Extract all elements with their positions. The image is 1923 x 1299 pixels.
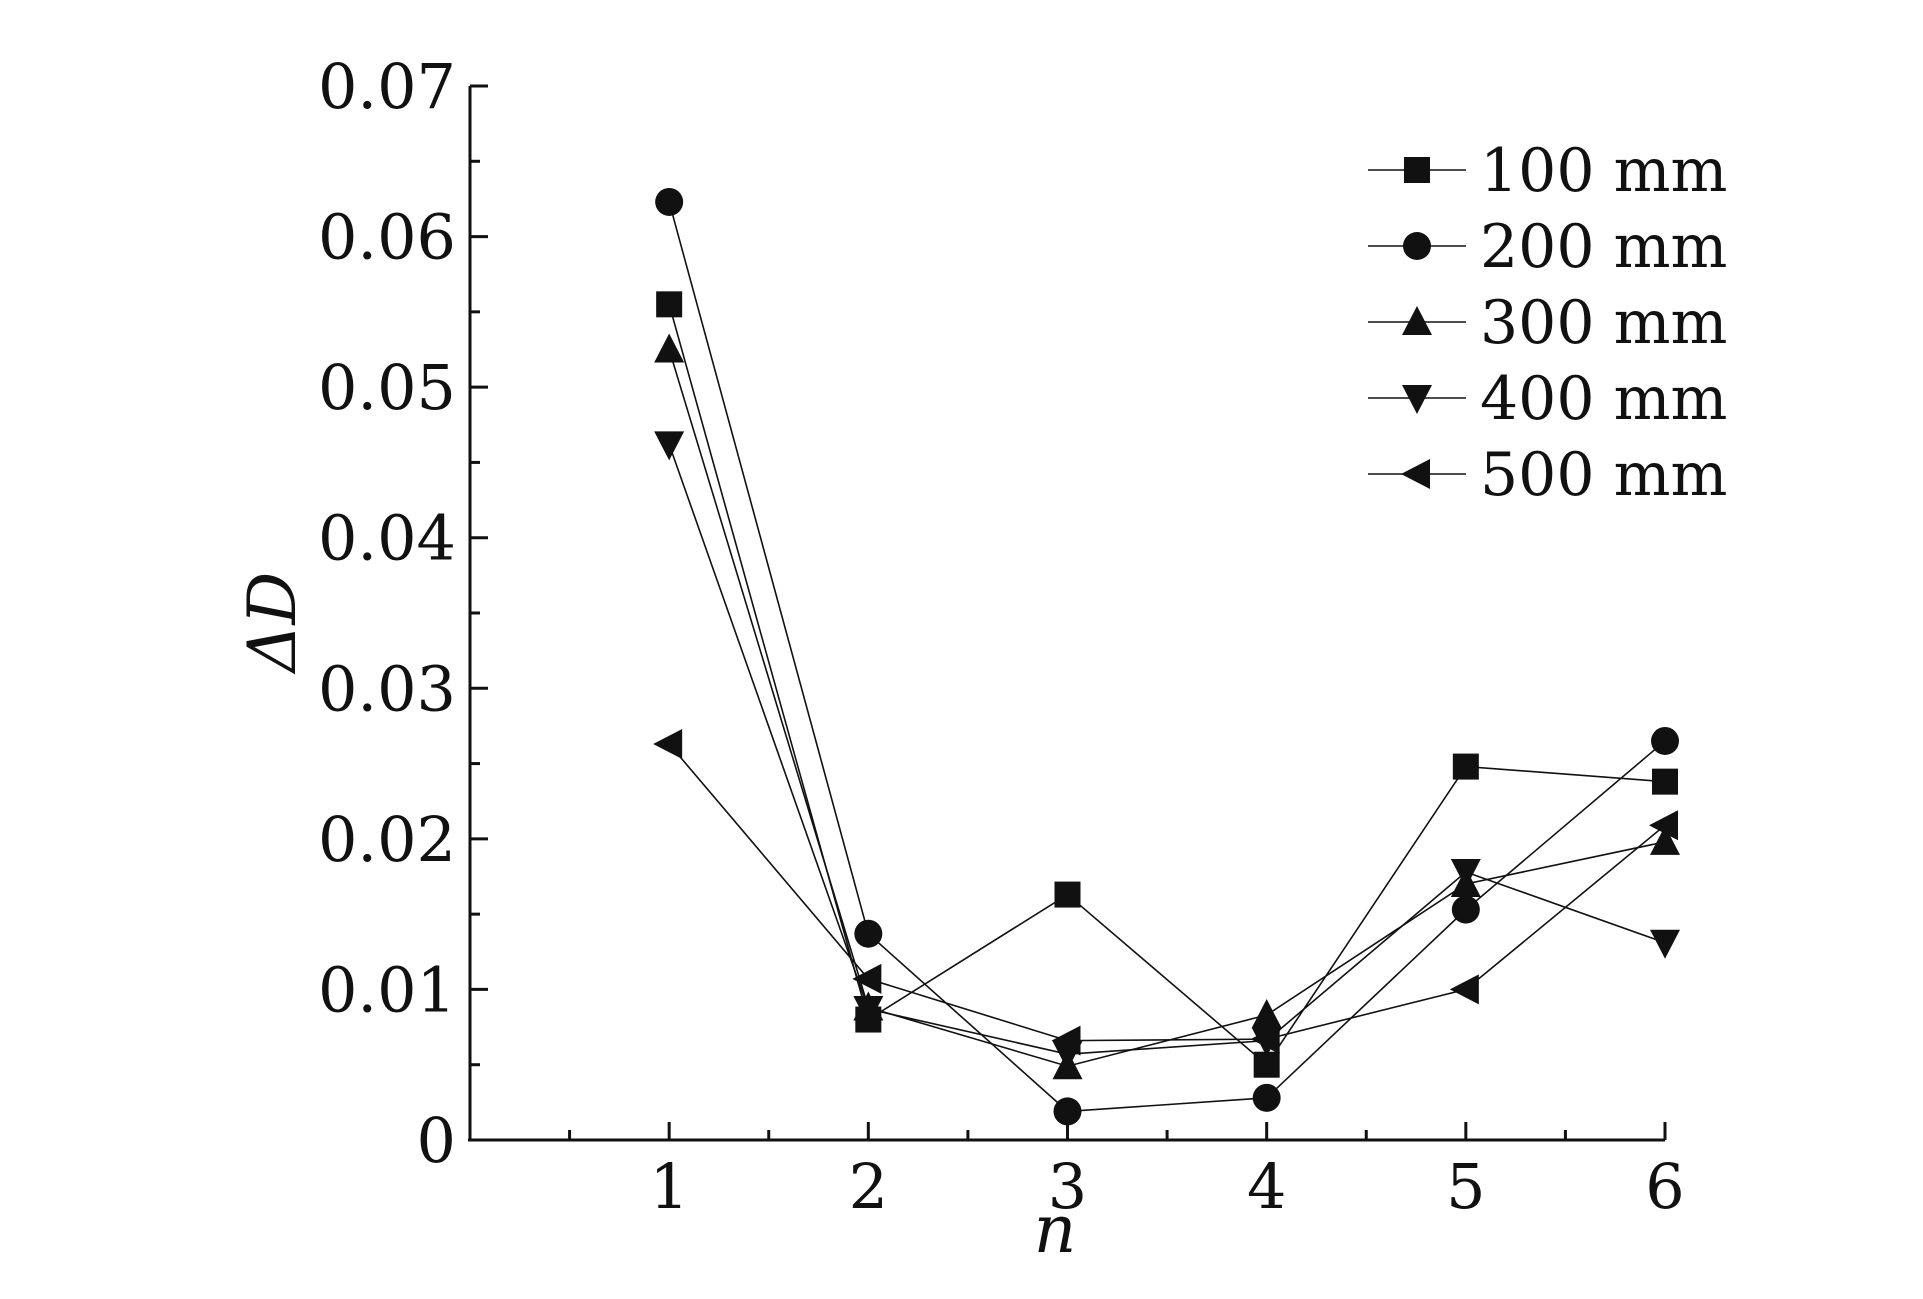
data-point [1250, 1024, 1280, 1055]
y-tick-label: 0.06 [318, 201, 456, 274]
data-point [656, 291, 683, 318]
series-line [668, 444, 1666, 1055]
data-point [654, 431, 685, 461]
y-tick-label: 0.01 [318, 953, 456, 1026]
y-tick-label: 0.02 [318, 803, 456, 876]
data-point [1251, 999, 1282, 1029]
x-tick-label: 6 [1645, 1150, 1684, 1223]
data-point [1652, 768, 1678, 795]
y-tick-label: 0.03 [318, 652, 456, 725]
x-axis-title: n [1034, 1191, 1077, 1268]
data-point [653, 728, 683, 759]
data-point [853, 996, 884, 1026]
data-point [1054, 881, 1081, 908]
data-point [1451, 895, 1480, 924]
legend-label: 100 mm [1480, 136, 1727, 206]
data-point [1449, 974, 1479, 1005]
legend-marker [1402, 385, 1432, 414]
legend-label: 300 mm [1480, 288, 1727, 358]
x-tick-label: 5 [1446, 1150, 1485, 1223]
data-point [1651, 726, 1679, 755]
data-point [655, 187, 684, 216]
series-line [668, 743, 1666, 1042]
legend-label: 500 mm [1480, 440, 1727, 510]
y-ticks: 0 0.01 0.02 0.03 0.04 0.05 0.06 0.07 [318, 50, 488, 1177]
series-line [668, 201, 1666, 1113]
legend-label: 200 mm [1480, 212, 1727, 282]
legend-marker [1401, 459, 1430, 489]
data-point [1053, 1097, 1082, 1126]
data-point [852, 963, 882, 994]
x-tick-label: 1 [649, 1150, 688, 1223]
y-tick-label: 0.05 [318, 351, 456, 424]
data-point [1252, 1083, 1281, 1112]
data-point [1650, 825, 1680, 855]
legend-marker [1403, 232, 1431, 260]
x-tick-label: 2 [849, 1150, 888, 1223]
y-axis-title: ΔD [234, 572, 311, 676]
data-point [854, 919, 883, 948]
x-tick-label: 3 [1048, 1150, 1087, 1223]
legend-marker [1404, 157, 1430, 183]
x-ticks: 1 2 3 4 5 6 [568, 1122, 1685, 1223]
series-markers [653, 187, 1680, 1126]
legend-marker [1402, 306, 1432, 335]
y-tick-label: 0.04 [318, 502, 456, 575]
data-point [1649, 810, 1678, 841]
data-point [654, 333, 685, 363]
y-tick-label: 0.07 [318, 50, 456, 123]
data-point [1450, 858, 1481, 888]
legend-label: 400 mm [1480, 364, 1727, 434]
data-point [1051, 1025, 1081, 1056]
data-point [1452, 753, 1479, 780]
data-point [1650, 929, 1680, 959]
y-tick-label: 0 [417, 1104, 456, 1177]
x-tick-label: 4 [1247, 1150, 1286, 1223]
series-lines [668, 201, 1666, 1113]
